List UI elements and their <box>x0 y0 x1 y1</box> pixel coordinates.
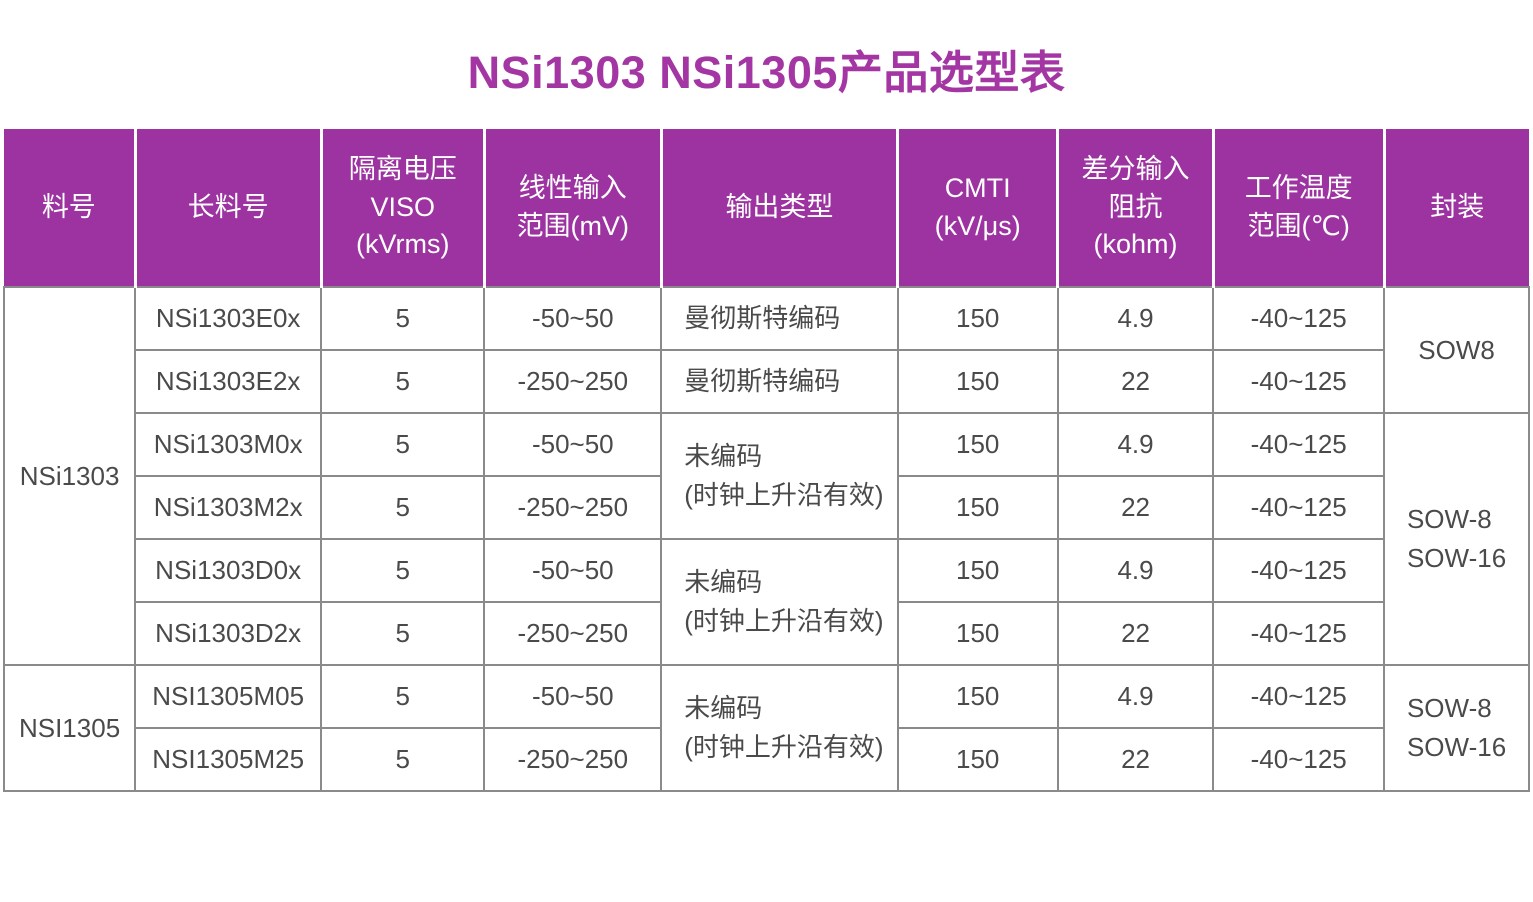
cell-output-type: 曼彻斯特编码 <box>660 349 899 414</box>
table-row: NSi1303M2x 5 -250~250 150 22 -40~125 <box>4 475 1529 540</box>
cell-long-part: NSi1303E2x <box>134 349 323 414</box>
cell-output-type-uncoded: 未编码 (时钟上升沿有效) <box>660 412 899 540</box>
cell-long-part: NSi1303M2x <box>134 475 323 540</box>
header-long-part-number: 长料号 <box>133 129 323 287</box>
header-linear-input-range: 线性输入 范围(mV) <box>482 129 663 287</box>
product-selection-table: 料号 长料号 隔离电压 VISO (kVrms) 线性输入 范围(mV) 输出类… <box>2 129 1530 792</box>
cell-package-sow8-sow16: SOW-8 SOW-16 <box>1383 412 1530 666</box>
cell-cmti: 150 <box>896 664 1059 729</box>
cell-input-range: -250~250 <box>483 601 663 666</box>
cell-temp-range: -40~125 <box>1212 349 1386 414</box>
header-cmti: CMTI (kV/μs) <box>896 129 1060 287</box>
cell-long-part: NSI1305M25 <box>134 727 323 792</box>
header-row: 料号 长料号 隔离电压 VISO (kVrms) 线性输入 范围(mV) 输出类… <box>4 129 1529 287</box>
cell-long-part: NSi1303D2x <box>134 601 323 666</box>
cell-output-type-uncoded: 未编码 (时钟上升沿有效) <box>660 664 899 792</box>
table-row: NSi1303D0x 5 -50~50 未编码 (时钟上升沿有效) 150 4.… <box>4 538 1529 666</box>
cell-viso: 5 <box>320 475 486 540</box>
header-output-type: 输出类型 <box>659 129 900 287</box>
cell-viso: 5 <box>320 601 486 666</box>
cell-input-range: -50~50 <box>483 412 663 477</box>
cell-cmti: 150 <box>896 286 1059 351</box>
cell-input-range: -50~50 <box>483 538 663 603</box>
cell-cmti: 150 <box>896 727 1059 792</box>
cell-temp-range: -40~125 <box>1212 601 1386 666</box>
cell-package-sow8: SOW8 <box>1383 286 1530 414</box>
table-row: NSi1303E2x 5 -250~250 曼彻斯特编码 150 22 -40~… <box>4 349 1529 414</box>
cell-viso: 5 <box>320 727 486 792</box>
cell-cmti: 150 <box>896 538 1059 603</box>
package-text: SOW-8 SOW-16 <box>1406 693 1507 762</box>
output-type-text: 未编码 (时钟上升沿有效) <box>684 441 884 510</box>
cell-input-range: -50~50 <box>483 286 663 351</box>
cell-cmti: 150 <box>896 412 1059 477</box>
header-operating-temp-range: 工作温度 范围(℃) <box>1211 129 1386 287</box>
cell-viso: 5 <box>320 538 486 603</box>
cell-viso: 5 <box>320 412 486 477</box>
cell-cmti: 150 <box>896 601 1059 666</box>
page-title: NSi1303 NSi1305产品选型表 <box>467 47 1066 98</box>
cell-input-range: -50~50 <box>483 664 663 729</box>
cell-group-part-nsi1305: NSI1305 <box>2 664 137 792</box>
table-row: NSI1305 NSI1305M05 5 -50~50 未编码 (时钟上升沿有效… <box>2 664 1530 792</box>
output-type-text: 未编码 (时钟上升沿有效) <box>684 693 884 762</box>
cell-group-part-nsi1303: NSi1303 <box>2 286 137 666</box>
table-row: NSi1303D2x 5 -250~250 150 22 -40~125 <box>4 601 1529 666</box>
header-diff-input-impedance: 差分输入 阻抗 (kohm) <box>1056 129 1215 287</box>
table-row: NSi1303 NSi1303E0x 5 -50~50 曼彻斯特编码 150 4… <box>2 286 1530 666</box>
cell-viso: 5 <box>320 349 486 414</box>
cell-temp-range: -40~125 <box>1212 664 1386 729</box>
cell-input-range: -250~250 <box>483 475 663 540</box>
cell-viso: 5 <box>320 664 486 729</box>
cell-impedance: 22 <box>1056 475 1215 540</box>
cell-temp-range: -40~125 <box>1212 286 1386 351</box>
cell-impedance: 4.9 <box>1056 412 1215 477</box>
package-text: SOW8 <box>1418 334 1495 365</box>
cell-long-part: NSi1303E0x <box>134 286 323 351</box>
cell-temp-range: -40~125 <box>1212 538 1386 603</box>
cell-impedance: 4.9 <box>1056 664 1215 729</box>
header-package: 封装 <box>1382 129 1529 287</box>
cell-input-range: -250~250 <box>483 727 663 792</box>
cell-impedance: 22 <box>1056 727 1215 792</box>
output-type-text: 未编码 (时钟上升沿有效) <box>684 567 884 636</box>
cell-temp-range: -40~125 <box>1212 412 1386 477</box>
table-body: NSi1303 NSi1303E0x 5 -50~50 曼彻斯特编码 150 4… <box>2 286 1530 792</box>
cell-viso: 5 <box>320 286 486 351</box>
cell-impedance: 22 <box>1056 349 1215 414</box>
cell-impedance: 4.9 <box>1056 538 1215 603</box>
cell-temp-range: -40~125 <box>1212 475 1386 540</box>
cell-output-type: 曼彻斯特编码 <box>660 286 899 351</box>
table-row: NSI1305M25 5 -250~250 150 22 -40~125 <box>4 727 1529 792</box>
table-header: 料号 长料号 隔离电压 VISO (kVrms) 线性输入 范围(mV) 输出类… <box>4 129 1529 287</box>
cell-impedance: 22 <box>1056 601 1215 666</box>
cell-input-range: -250~250 <box>483 349 663 414</box>
cell-cmti: 150 <box>896 475 1059 540</box>
cell-long-part: NSI1305M05 <box>134 664 323 729</box>
table-row: NSi1303M0x 5 -50~50 未编码 (时钟上升沿有效) 150 4.… <box>4 412 1530 666</box>
cell-output-type-uncoded: 未编码 (时钟上升沿有效) <box>660 538 899 666</box>
header-isolation-voltage: 隔离电压 VISO (kVrms) <box>319 129 486 287</box>
package-text: SOW-8 SOW-16 <box>1406 504 1507 573</box>
header-part-number: 料号 <box>4 129 137 287</box>
cell-package-sow8-sow16: SOW-8 SOW-16 <box>1383 664 1530 792</box>
cell-long-part: NSi1303D0x <box>134 538 323 603</box>
cell-long-part: NSi1303M0x <box>134 412 323 477</box>
cell-cmti: 150 <box>896 349 1059 414</box>
cell-impedance: 4.9 <box>1056 286 1215 351</box>
cell-temp-range: -40~125 <box>1212 727 1386 792</box>
